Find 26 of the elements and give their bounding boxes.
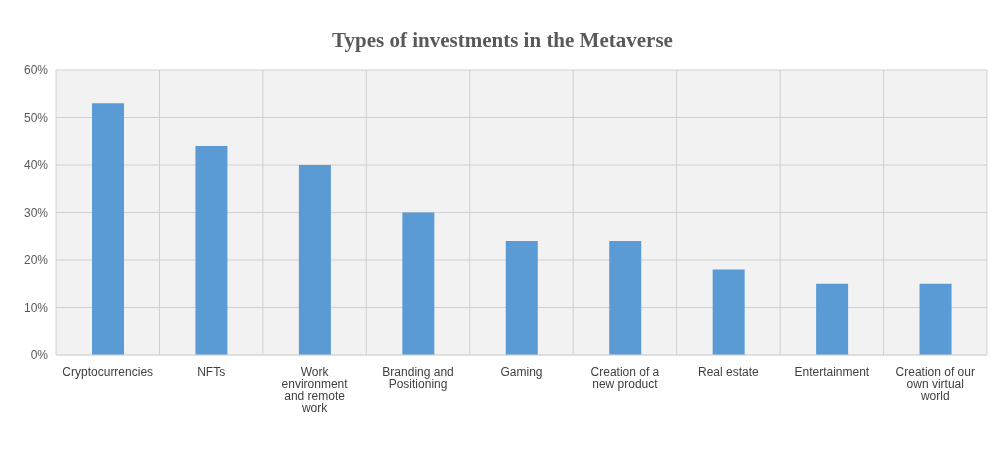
bar [712, 269, 745, 355]
x-tick-label: Cryptocurrencies [62, 364, 154, 379]
bar [402, 212, 435, 355]
x-tick-label: Work environment and remote work [281, 364, 349, 415]
x-tick-label: Gaming [500, 364, 543, 379]
y-tick-label: 10% [23, 300, 49, 315]
y-tick-label: 60% [23, 63, 49, 78]
bar [919, 283, 952, 355]
y-tick-label: 0% [30, 348, 49, 363]
x-tick-label: Creation of our own virtual world [895, 364, 975, 403]
y-tick-label: 30% [23, 205, 49, 220]
chart-title: Types of investments in the Metaverse [331, 28, 674, 53]
x-tick-label: Branding and Positioning [382, 364, 454, 391]
x-tick-label: NFTs [197, 364, 226, 379]
y-tick-label: 40% [23, 158, 49, 173]
bar [92, 103, 124, 355]
x-tick-label: Creation of a new product [590, 364, 660, 391]
bar [298, 165, 331, 355]
bar [816, 283, 849, 355]
y-tick-label: 20% [23, 253, 49, 268]
x-tick-label: Real estate [698, 364, 760, 379]
x-tick-label: Entertainment [794, 364, 870, 379]
bar [505, 241, 538, 355]
bar [609, 241, 642, 355]
bar [195, 146, 228, 355]
y-tick-label: 50% [23, 110, 49, 125]
